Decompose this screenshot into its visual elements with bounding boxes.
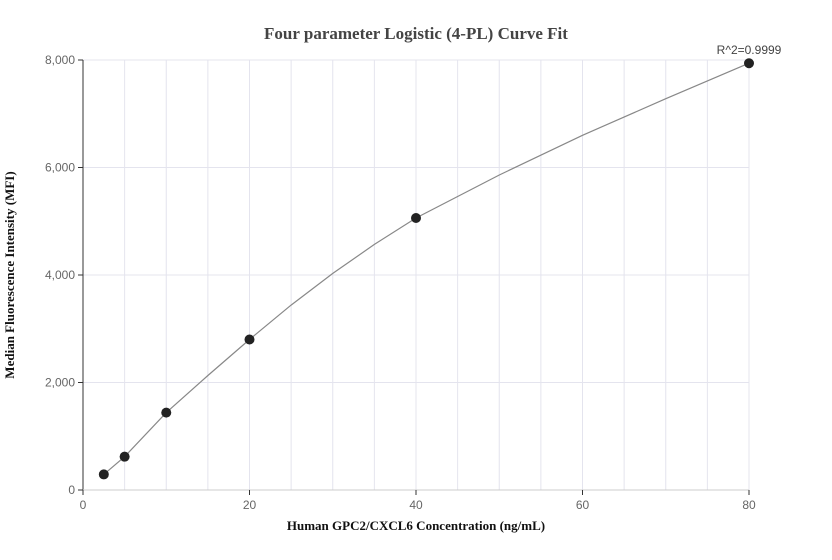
- x-tick-label: 0: [80, 498, 87, 512]
- x-tick-label: 40: [409, 498, 423, 512]
- r-squared-annotation: R^2=0.9999: [717, 43, 782, 57]
- tick-labels: 0 2,000 4,000 6,000 8,000 0 20 40 60 80: [45, 53, 756, 512]
- data-point: [119, 451, 130, 462]
- data-point: [98, 469, 109, 480]
- data-point: [744, 58, 754, 69]
- y-tick-label: 2,000: [45, 376, 75, 390]
- y-tick-label: 4,000: [45, 268, 75, 282]
- data-point: [244, 334, 255, 345]
- y-tick-label: 8,000: [45, 53, 75, 67]
- chart-title: Four parameter Logistic (4-PL) Curve Fit: [264, 24, 568, 43]
- data-points: [98, 58, 754, 480]
- y-tick-label: 6,000: [45, 161, 75, 175]
- axes: [78, 59, 750, 495]
- y-axis-title: Median Fluorescence Intensity (MFI): [2, 171, 17, 378]
- fit-curve: [103, 62, 750, 475]
- grid: [83, 59, 750, 490]
- x-tick-label: 80: [742, 498, 756, 512]
- x-axis-title: Human GPC2/CXCL6 Concentration (ng/mL): [287, 518, 545, 533]
- x-tick-label: 60: [576, 498, 590, 512]
- y-tick-label: 0: [68, 483, 75, 497]
- data-point: [411, 213, 421, 224]
- x-tick-label: 20: [243, 498, 257, 512]
- data-point: [161, 407, 172, 418]
